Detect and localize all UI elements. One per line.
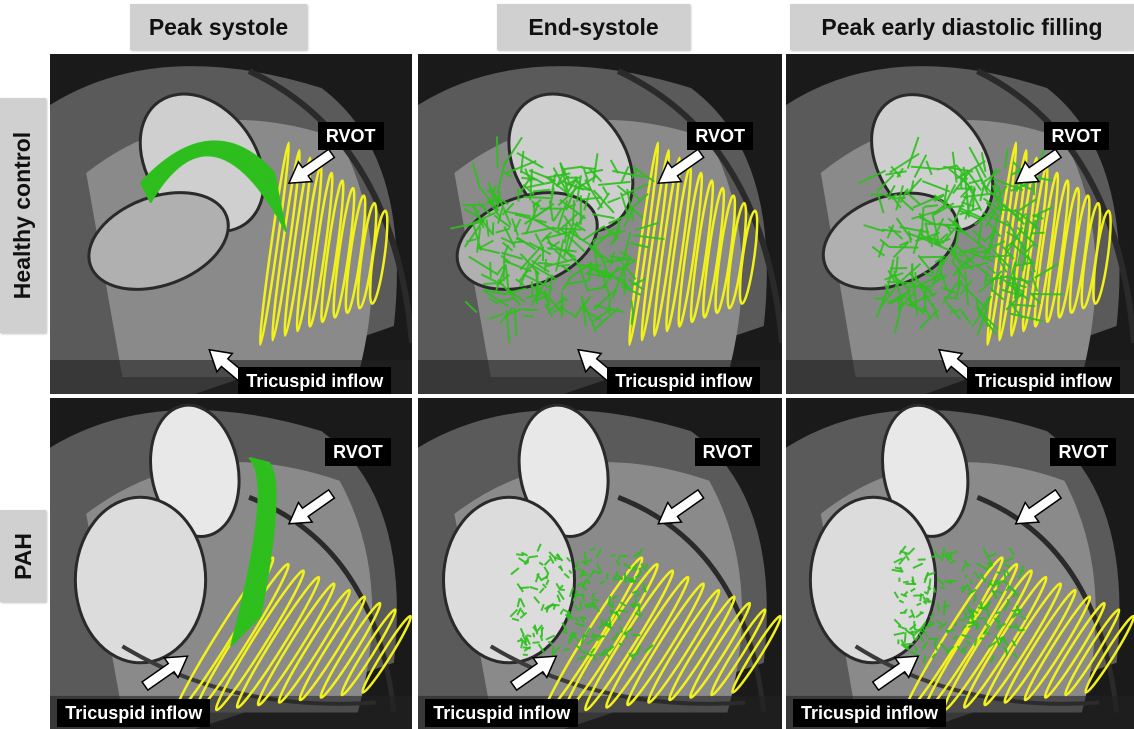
row-title-healthy-control: Healthy control — [0, 98, 46, 333]
row-title-pah-text: PAH — [9, 532, 36, 580]
row-title-healthy-control-text: Healthy control — [9, 131, 36, 300]
rvot-arrow — [287, 488, 336, 525]
rvot-label: RVOT — [1050, 437, 1117, 466]
tricuspid-arrow — [509, 655, 558, 692]
tricuspid-inflow-label: Tricuspid inflow — [607, 366, 761, 394]
ventricle-contour-rings — [986, 141, 1112, 346]
rvot-arrow — [657, 488, 705, 525]
row-title-pah: PAH — [0, 510, 46, 602]
rvot-label: RVOT — [687, 122, 754, 150]
rvot-arrow — [657, 148, 705, 185]
mri-panel-pah-peak-systole: RVOT Tricuspid inflow — [50, 398, 412, 729]
rvot-label: RVOT — [1043, 122, 1110, 150]
panel-graphic — [50, 398, 412, 729]
mri-panel-pah-peak-early-diastolic: RVOT Tricuspid inflow — [786, 398, 1134, 729]
tricuspid-inflow-label: Tricuspid inflow — [792, 699, 946, 728]
mri-background — [786, 54, 1134, 394]
rvot-label: RVOT — [694, 437, 761, 466]
flow-streamlines — [891, 545, 1027, 664]
column-title-end-systole: End-systole — [497, 4, 690, 50]
flow-streamlines — [858, 136, 1063, 336]
rvot-arrow — [1014, 148, 1063, 185]
column-title-peak-systole: Peak systole — [130, 4, 307, 50]
panel-graphic — [418, 54, 782, 394]
tricuspid-inflow-label: Tricuspid inflow — [57, 699, 211, 728]
ventricle-contour-rings — [258, 141, 389, 346]
flow-streamlines — [139, 140, 288, 233]
tricuspid-inflow-label: Tricuspid inflow — [966, 366, 1120, 394]
rvot-arrow — [1014, 488, 1063, 525]
mri-panel-pah-end-systole: RVOT Tricuspid inflow — [418, 398, 782, 729]
flow-streamlines — [509, 543, 654, 662]
tricuspid-inflow-label: Tricuspid inflow — [238, 366, 392, 394]
panel-graphic — [786, 398, 1134, 729]
tricuspid-arrow — [871, 655, 920, 692]
flow-streamlines — [230, 456, 277, 647]
mri-panel-healthy-peak-early-diastolic: RVOT Tricuspid inflow — [786, 54, 1134, 394]
ventricle-contour-rings — [173, 556, 412, 717]
mri-panel-healthy-end-systole: RVOT Tricuspid inflow — [418, 54, 782, 394]
mri-panel-healthy-peak-systole: RVOT Tricuspid inflow — [50, 54, 412, 394]
panel-graphic — [50, 54, 412, 394]
rvot-label: RVOT — [317, 122, 384, 150]
rvot-label: RVOT — [325, 437, 391, 466]
panel-graphic — [786, 54, 1134, 394]
rvot-arrow — [287, 148, 336, 185]
tricuspid-inflow-label: Tricuspid inflow — [425, 699, 579, 728]
tricuspid-arrow — [141, 655, 189, 692]
mri-background — [50, 54, 412, 394]
column-title-peak-early-diastolic-filling: Peak early diastolic filling — [790, 4, 1134, 50]
flow-streamlines — [450, 136, 665, 343]
panel-graphic — [418, 398, 782, 729]
